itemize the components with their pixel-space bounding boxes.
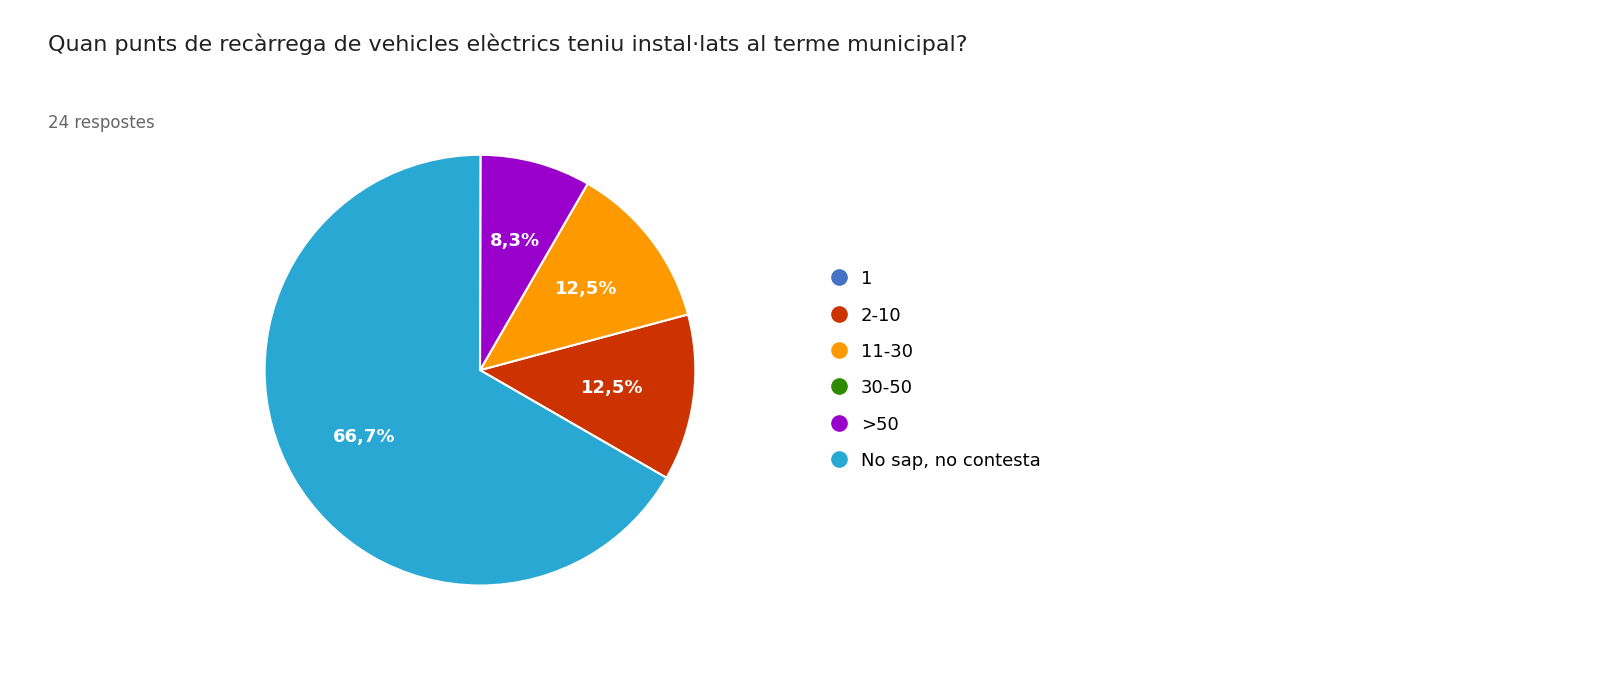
Text: 12,5%: 12,5% bbox=[581, 379, 643, 396]
Text: 24 respostes: 24 respostes bbox=[48, 114, 155, 133]
Wedge shape bbox=[480, 184, 688, 370]
Text: 8,3%: 8,3% bbox=[490, 232, 539, 250]
Wedge shape bbox=[480, 155, 587, 370]
Text: Quan punts de recàrrega de vehicles elèctrics teniu instal·lats al terme municip: Quan punts de recàrrega de vehicles elèc… bbox=[48, 34, 968, 55]
Legend: 1, 2-10, 11-30, 30-50, >50, No sap, no contesta: 1, 2-10, 11-30, 30-50, >50, No sap, no c… bbox=[822, 261, 1050, 479]
Wedge shape bbox=[264, 155, 667, 586]
Text: 12,5%: 12,5% bbox=[555, 280, 618, 298]
Text: 66,7%: 66,7% bbox=[333, 428, 395, 446]
Wedge shape bbox=[480, 314, 696, 478]
